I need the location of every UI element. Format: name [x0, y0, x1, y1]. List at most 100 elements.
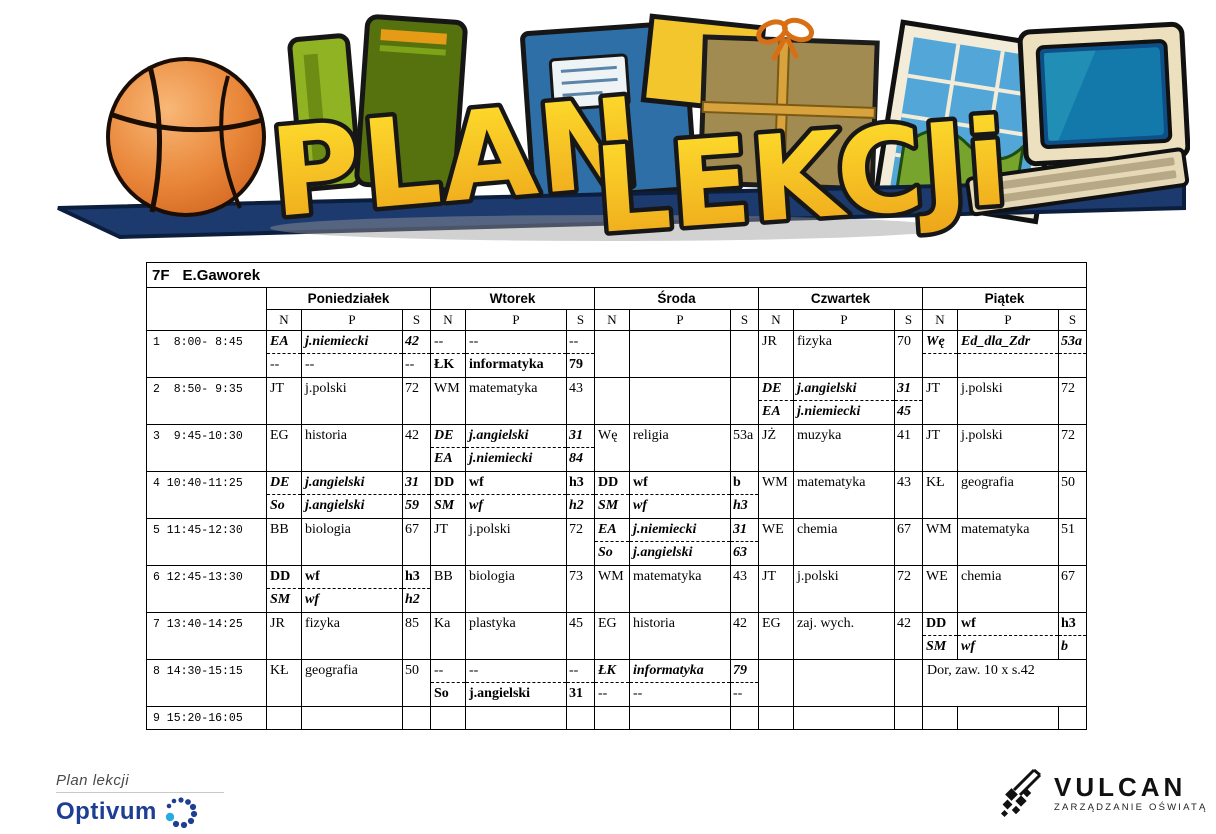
- day-header-4: Czwartek: [758, 287, 923, 310]
- lesson-cell: 31 45: [894, 377, 923, 425]
- lesson-cell: 70: [894, 330, 923, 378]
- lesson-cell: h3 h2: [566, 471, 595, 519]
- lesson-cell: 50: [402, 659, 431, 707]
- lesson-cell: ŁK --: [594, 659, 630, 707]
- subcol-header: P: [957, 309, 1059, 331]
- lesson-cell: fizyka: [793, 330, 895, 378]
- lesson-cell: 67: [894, 518, 923, 566]
- lesson-cell: [402, 706, 431, 730]
- subcol-header: N: [922, 309, 958, 331]
- subcol-header: N: [266, 309, 302, 331]
- lesson-cell: 31 63: [730, 518, 759, 566]
- lesson-cell: b h3: [730, 471, 759, 519]
- lesson-cell: biologia: [301, 518, 403, 566]
- lesson-time: 6 12:45-13:30: [146, 565, 267, 613]
- subcol-header: N: [430, 309, 466, 331]
- lesson-cell: 45: [566, 612, 595, 660]
- lesson-cell: EA So: [594, 518, 630, 566]
- lesson-cell: -- 31: [566, 659, 595, 707]
- lesson-cell: DD SM: [594, 471, 630, 519]
- class-label: 7F: [152, 266, 170, 284]
- lesson-cell: EG: [758, 612, 794, 660]
- lesson-cell: matematyka: [465, 377, 567, 425]
- lesson-cell: matematyka: [957, 518, 1059, 566]
- lesson-cell: [301, 706, 403, 730]
- lesson-cell: j.niemiecki --: [301, 330, 403, 378]
- optivum-logo: Plan lekcji Optivum: [56, 772, 224, 829]
- subcol-header: S: [1058, 309, 1087, 331]
- optivum-logo-text: Optivum: [56, 798, 157, 825]
- lesson-cell: [894, 659, 923, 707]
- lesson-cell: 41: [894, 424, 923, 472]
- lesson-cell: j.angielski j.angielski: [301, 471, 403, 519]
- lesson-cell: [894, 706, 923, 730]
- lesson-cell: 31 84: [566, 424, 595, 472]
- day-header-3: Środa: [594, 287, 759, 310]
- subcol-header: N: [594, 309, 630, 331]
- lesson-time: 1 8:00- 8:45: [146, 330, 267, 378]
- lesson-cell: KŁ: [922, 471, 958, 519]
- subcol-header: S: [730, 309, 759, 331]
- lesson-cell: JT: [266, 377, 302, 425]
- lesson-cell: plastyka: [465, 612, 567, 660]
- lesson-cell: 43: [894, 471, 923, 519]
- vulcan-logo-text: VULCAN: [1054, 771, 1187, 802]
- lesson-cell: Ka: [430, 612, 466, 660]
- lesson-cell: -- 79: [566, 330, 595, 378]
- banner-shelf: [57, 177, 1186, 240]
- lesson-cell: [730, 330, 759, 378]
- lesson-cell: 42: [894, 612, 923, 660]
- time-column-header: [146, 287, 267, 331]
- lesson-cell: [758, 706, 794, 730]
- lesson-cell: DD SM: [266, 565, 302, 613]
- lesson-cell: EG: [266, 424, 302, 472]
- lesson-time: 2 8:50- 9:35: [146, 377, 267, 425]
- lesson-cell: Wę: [594, 424, 630, 472]
- lesson-cell: JR: [758, 330, 794, 378]
- lesson-cell: -- ŁK: [430, 330, 466, 378]
- lesson-cell: 85: [402, 612, 431, 660]
- lesson-cell: 42: [730, 612, 759, 660]
- day-header-1: Poniedziałek: [266, 287, 431, 310]
- lesson-cell: DE So: [266, 471, 302, 519]
- subcol-header: S: [566, 309, 595, 331]
- lesson-cell: BB: [430, 565, 466, 613]
- lesson-cell: wf wf: [301, 565, 403, 613]
- lesson-cell: -- j.angielski: [465, 659, 567, 707]
- books-illustration: [287, 33, 362, 192]
- plan-title: 7F E.Gaworek: [146, 262, 1087, 288]
- lesson-cell: j.angielski j.niemiecki: [465, 424, 567, 472]
- lesson-cell: [730, 706, 759, 730]
- lesson-cell: [594, 330, 630, 378]
- lesson-cell: [465, 706, 567, 730]
- lesson-cell: chemia: [793, 518, 895, 566]
- lesson-cell: matematyka: [793, 471, 895, 519]
- lesson-cell: 73: [566, 565, 595, 613]
- subcol-header: P: [301, 309, 403, 331]
- lesson-cell: WM: [758, 471, 794, 519]
- subcol-header: P: [793, 309, 895, 331]
- lesson-cell: zaj. wych.: [793, 612, 895, 660]
- lesson-cell: geografia: [957, 471, 1059, 519]
- lesson-cell: 43: [566, 377, 595, 425]
- lesson-cell: 53a: [730, 424, 759, 472]
- plan-lekcji-banner: PLAN LEKCJi: [57, 13, 1190, 244]
- lesson-cell: [957, 706, 1059, 730]
- lesson-cell: JT: [430, 518, 466, 566]
- lesson-cell: 72: [1058, 377, 1087, 425]
- plan-lekcji-label: Plan lekcji: [56, 772, 130, 789]
- lesson-cell: [922, 706, 958, 730]
- note-cell: Dor, zaw. 10 x s.42: [922, 659, 1087, 707]
- banner-word-plan: PLAN: [265, 71, 648, 244]
- lesson-cell: DD SM: [430, 471, 466, 519]
- lesson-cell: -- informatyka: [465, 330, 567, 378]
- lesson-cell: 42 --: [402, 330, 431, 378]
- lesson-cell: [793, 659, 895, 707]
- lesson-cell: h3 b: [1058, 612, 1087, 660]
- subcol-header: N: [758, 309, 794, 331]
- lesson-cell: h3 h2: [402, 565, 431, 613]
- lesson-cell: [430, 706, 466, 730]
- lesson-cell: JŻ: [758, 424, 794, 472]
- subcol-header: P: [465, 309, 567, 331]
